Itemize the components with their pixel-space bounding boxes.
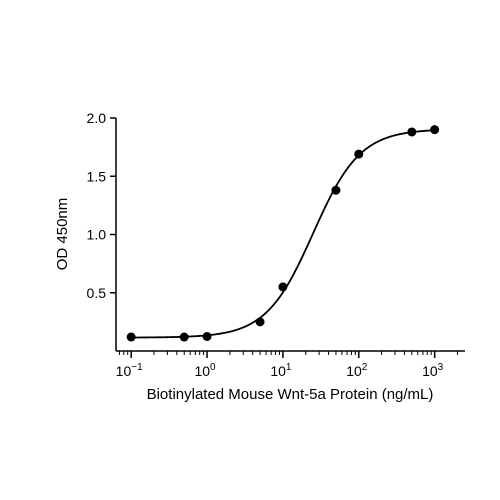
x-tick-exponent: 1 xyxy=(286,362,292,373)
y-tick-label: 1.0 xyxy=(87,227,107,243)
x-tick-label: 100 xyxy=(194,362,216,379)
data-point xyxy=(407,127,417,137)
data-point xyxy=(331,185,341,195)
y-tick-label: 1.5 xyxy=(87,168,107,184)
x-tick-label: 10−1 xyxy=(116,362,143,379)
data-point xyxy=(126,332,136,342)
y-tick-label: 0.5 xyxy=(87,285,107,301)
y-axis-ticks: 0.5 1.0 1.5 2.0 xyxy=(87,110,116,301)
data-point xyxy=(430,125,440,135)
x-tick-exponent: 2 xyxy=(362,362,368,373)
x-tick-base: 10 xyxy=(270,363,286,379)
x-tick-exponent: 0 xyxy=(210,362,216,373)
data-point xyxy=(278,282,288,292)
x-tick-base: 10 xyxy=(422,363,438,379)
data-point xyxy=(179,332,189,342)
plot-area xyxy=(126,125,440,342)
x-tick-base: 10 xyxy=(116,363,132,379)
x-tick-base: 10 xyxy=(194,363,210,379)
x-tick-label: 102 xyxy=(346,362,368,379)
data-point xyxy=(202,331,212,341)
x-tick-base: 10 xyxy=(346,363,362,379)
x-tick-label: 101 xyxy=(270,362,292,379)
data-point xyxy=(255,317,265,327)
y-tick-label: 2.0 xyxy=(87,110,107,126)
x-tick-exponent: −1 xyxy=(131,362,143,373)
y-axis-label: OD 450nm xyxy=(54,198,71,271)
x-axis-ticks: 10−1 100 101 102 103 xyxy=(116,351,458,379)
x-tick-label: 103 xyxy=(422,362,444,379)
data-point xyxy=(354,149,364,159)
x-axis-label: Biotinylated Mouse Wnt-5a Protein (ng/mL… xyxy=(147,386,434,403)
data-points xyxy=(126,125,440,342)
fit-curve xyxy=(131,129,435,339)
x-tick-exponent: 3 xyxy=(438,362,444,373)
